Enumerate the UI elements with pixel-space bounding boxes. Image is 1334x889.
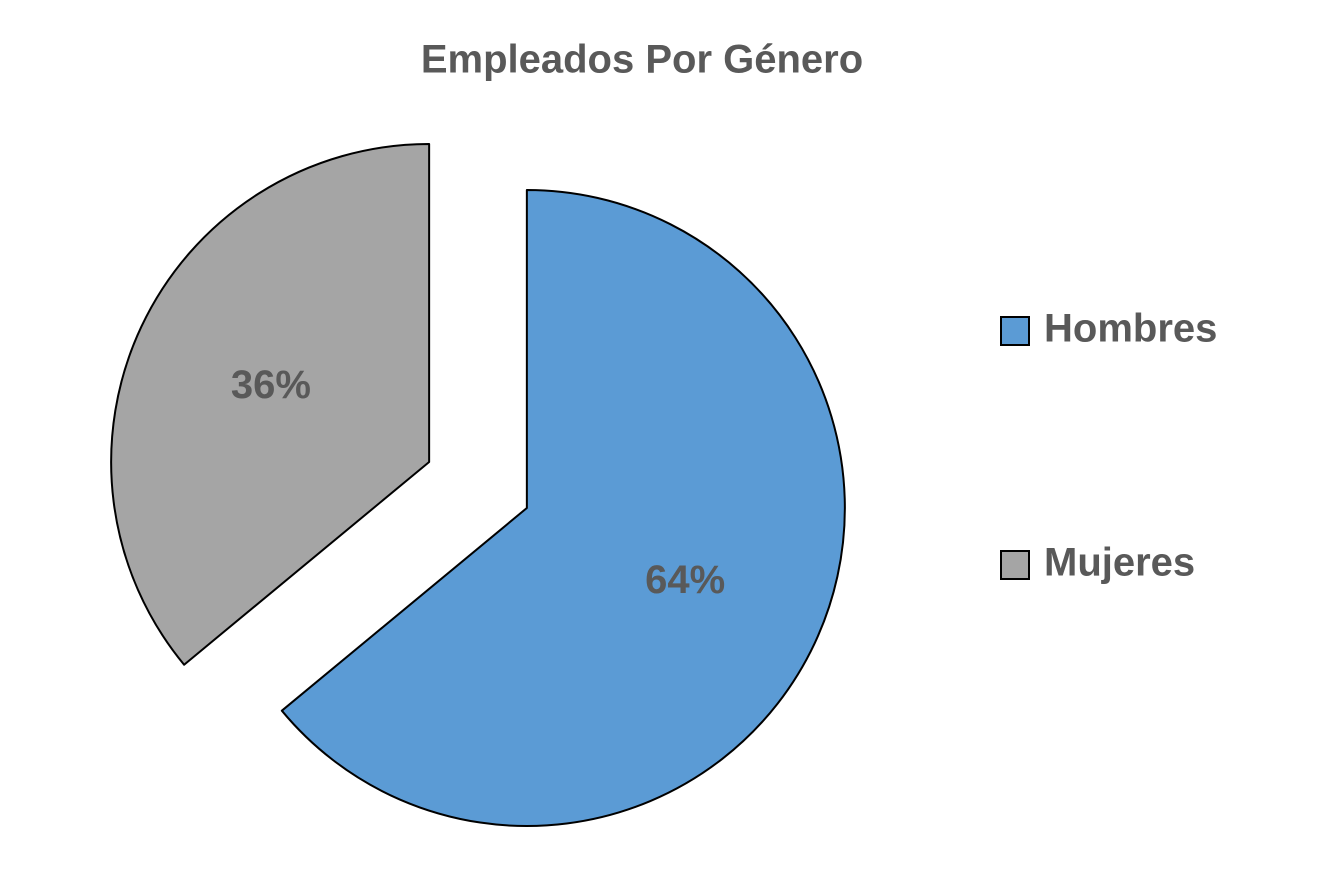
chart-title: Empleados Por Género bbox=[421, 38, 863, 82]
legend-swatch bbox=[1000, 316, 1030, 346]
legend-swatch bbox=[1000, 550, 1030, 580]
data-label: 64% bbox=[645, 558, 725, 602]
data-label: 36% bbox=[231, 363, 311, 407]
pie-slice bbox=[280, 188, 846, 827]
legend-label: Hombres bbox=[1044, 307, 1217, 351]
pie-slice bbox=[110, 143, 431, 666]
legend-label: Mujeres bbox=[1044, 541, 1195, 585]
